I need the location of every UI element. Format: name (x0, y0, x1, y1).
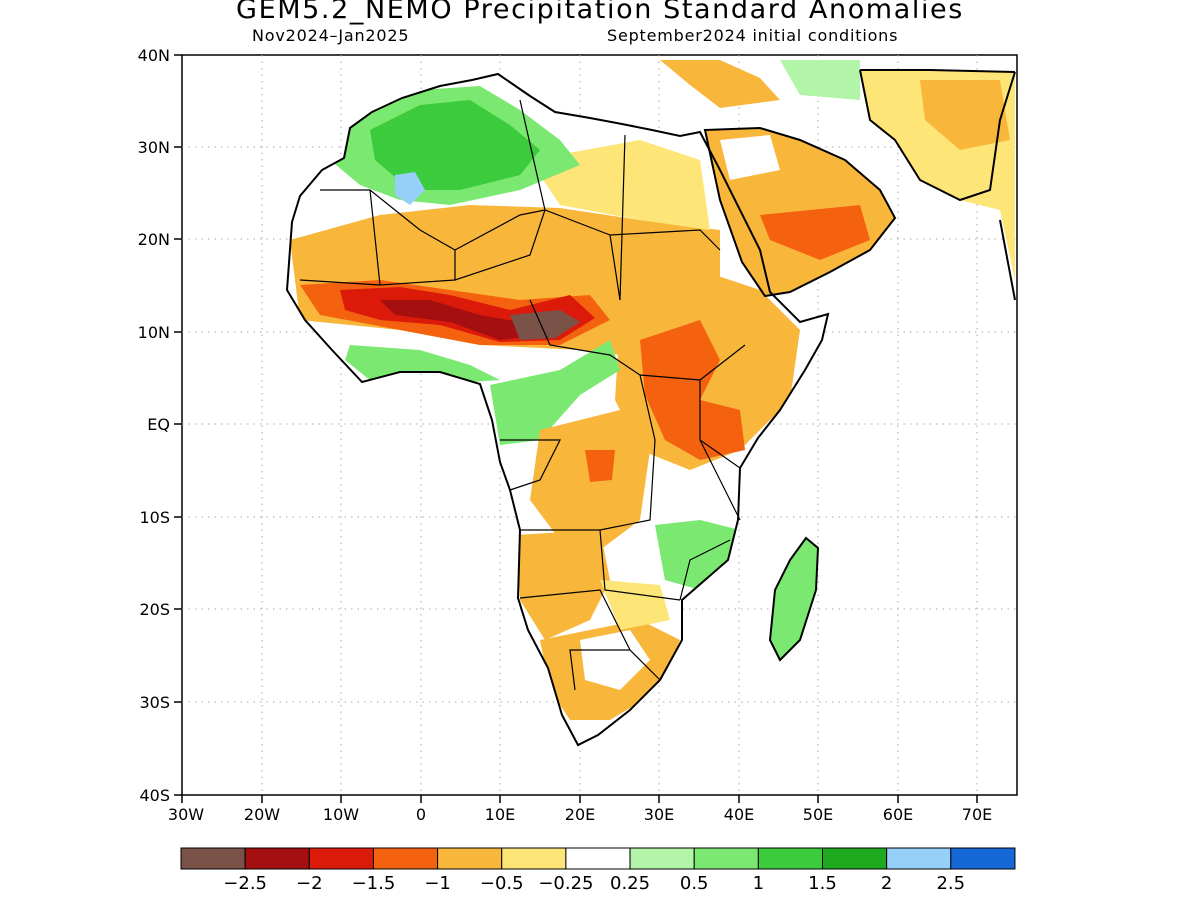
lat-label: EQ (147, 415, 170, 434)
central-africa-wet (490, 340, 620, 445)
colorbar-swatch (757, 847, 823, 870)
lat-label: 20S (139, 600, 170, 619)
iran-dry (920, 80, 1010, 150)
south-africa-white (580, 630, 650, 690)
arabia-dry-core (760, 205, 870, 260)
map-title: GEM5.2_NEMO Precipitation Standard Anoma… (236, 0, 964, 25)
colorbar-swatch (886, 847, 952, 870)
colorbar-label: 2 (881, 873, 892, 894)
colorbar-swatch (950, 847, 1016, 870)
colorbar-swatch (501, 847, 567, 870)
colorbar-swatch (437, 847, 503, 870)
lat-label: 30N (138, 138, 170, 157)
colorbar-swatch (629, 847, 695, 870)
lon-label: 0 (416, 805, 426, 824)
lon-label: 40E (724, 805, 754, 824)
colorbar-swatch (180, 847, 246, 870)
colorbar-label: −2 (296, 873, 323, 894)
mediterranean-dry-patch (660, 60, 780, 108)
arabia-white-patch (720, 135, 780, 180)
longitude-labels: 30W 20W 10W 0 10E 20E 30E 40E 50E 60E 70… (168, 805, 992, 824)
colorbar-label: 0.25 (610, 873, 650, 894)
forecast-period: Nov2024–Jan2025 (252, 26, 410, 45)
colorbar-label: 1.5 (808, 873, 837, 894)
initial-conditions-label: September2024 initial conditions (607, 26, 899, 45)
lon-label: 60E (883, 805, 913, 824)
lat-label: 40N (138, 46, 170, 65)
lon-label: 20W (244, 805, 280, 824)
lat-label: 20N (138, 230, 170, 249)
europe-south-patch (780, 60, 860, 100)
lat-label: 30S (139, 693, 170, 712)
country-borders (299, 99, 746, 691)
lat-label: 10N (138, 323, 170, 342)
colorbar-label: 1 (753, 873, 764, 894)
nw-africa-wet-max (395, 172, 425, 205)
colorbar-label: −2.5 (223, 873, 267, 894)
colorbar: −2.5 −2 −1.5 −1 −0.5 −0.25 0.25 0.5 1 1.5 2 2.5 (180, 847, 1016, 894)
colorbar-label: −0.5 (480, 873, 524, 894)
latitude-labels: 40N 30N 20N 10N EQ 10S 20S 30S 40S (138, 46, 170, 805)
colorbar-swatch (693, 847, 759, 870)
botswana-light (600, 580, 670, 630)
lat-label: 40S (139, 786, 170, 805)
congo-dry-core (585, 450, 615, 482)
angola-dry (515, 530, 610, 640)
colorbar-label: −1.5 (352, 873, 396, 894)
east-africa-dry-core (640, 320, 745, 460)
lon-label: 10W (323, 805, 359, 824)
colorbar-label: 0.5 (680, 873, 709, 894)
lon-label: 50E (803, 805, 833, 824)
lon-label: 20E (565, 805, 595, 824)
coastlines (285, 69, 1016, 747)
colorbar-swatch (244, 847, 310, 870)
lon-label: 30W (168, 805, 204, 824)
guinea-coast-wet (345, 345, 500, 382)
lat-label: 10S (139, 508, 170, 527)
lake-chad-max-dry (510, 310, 580, 340)
colorbar-label: −1 (424, 873, 451, 894)
colorbar-swatch (308, 847, 374, 870)
sahel-extreme-dry (380, 300, 540, 340)
colorbar-swatch (565, 847, 631, 870)
colorbar-swatch (822, 847, 888, 870)
colorbar-label: 2.5 (936, 873, 965, 894)
axis-ticks (174, 54, 978, 803)
lon-label: 10E (485, 805, 515, 824)
colorbar-swatch (372, 847, 439, 870)
nw-africa-wet-core (370, 100, 540, 190)
lon-label: 30E (644, 805, 674, 824)
lon-label: 70E (962, 805, 992, 824)
colorbar-label: −0.25 (538, 873, 593, 894)
